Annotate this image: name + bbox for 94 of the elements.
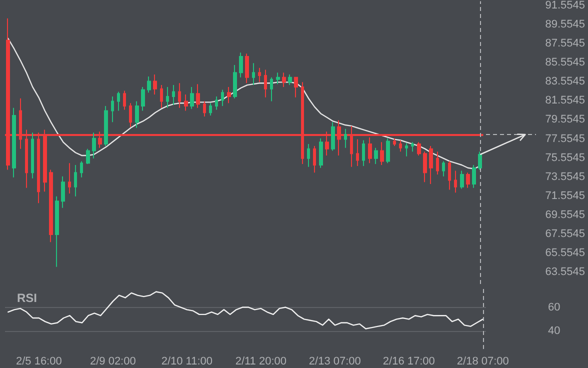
candlestick [362,140,365,166]
candlestick [331,122,335,152]
candlestick [276,72,280,85]
candlestick [129,102,132,128]
candlestick [436,151,439,176]
candlestick [123,90,126,110]
candlestick [399,140,402,152]
candlestick [80,160,83,178]
candlestick [264,69,267,98]
y-tick-label: 71.5545 [545,190,586,202]
candlestick [460,170,464,190]
candlestick [86,148,90,165]
x-tick-label: 2/18 07:00 [456,356,509,368]
candlestick [74,164,77,197]
candlestick [319,138,323,168]
candlestick [252,62,255,86]
candlestick [344,128,347,148]
candlestick [221,89,224,106]
chart-title: RSI [17,291,38,305]
x-tick-label: 2/10 11:00 [161,356,213,368]
y-tick-label: 67.5545 [545,228,586,240]
candlestick [141,86,145,112]
candlestick [184,94,188,112]
candlestick [374,147,378,165]
candlestick [423,151,427,183]
candlestick [190,86,194,110]
candlestick [411,142,414,152]
y-tick-label: 77.5545 [545,132,586,145]
y-tick-label: 81.5545 [545,94,586,107]
y-tick-label: 69.5545 [545,208,586,221]
candlestick [55,196,59,268]
candlestick [356,138,359,166]
candlestick [270,76,273,102]
x-tick-label: 2/9 02:00 [90,356,136,368]
candlestick [49,169,53,243]
candlestick [117,91,120,112]
candlestick [454,170,457,194]
candlestick [386,138,390,164]
candlestick [313,145,316,174]
candlestick [307,144,310,168]
candlestick [209,102,212,116]
line-series [7,291,484,330]
candlestick [92,132,96,159]
candlestick [147,76,151,94]
candlestick [442,160,445,177]
y-tick-label: 91.5545 [545,0,586,12]
y-tick-label: 40 [548,325,560,338]
y-tick-label: 73.5545 [545,170,586,183]
candlestick [472,164,476,188]
candlestick [215,96,218,110]
line-series [7,38,481,170]
candlestick [135,100,139,128]
candlestick [245,53,249,84]
candlestick [288,74,292,86]
candlestick [417,142,421,156]
candlestick [178,82,181,108]
candlestick [203,100,206,117]
candlestick [429,145,433,185]
candlestick [380,142,384,166]
candlestick [31,132,34,179]
y-tick-label: 60 [548,301,560,314]
candlestick [196,84,200,108]
candlestick [239,52,243,78]
candlestick [258,67,261,83]
candlestick [12,107,16,178]
candlestick [448,160,451,190]
x-tick-label: 2/5 16:00 [16,356,62,368]
candlestick [68,162,71,194]
candlestick [393,138,396,146]
x-tick-label: 2/11 20:00 [235,356,287,368]
x-tick-label: 2/16 17:00 [382,356,435,368]
candlestick [153,74,157,96]
candlestick [294,76,298,98]
candlestick [233,64,237,99]
y-tick-label: 63.5545 [545,266,586,278]
candlestick [466,172,470,188]
y-tick-label: 87.5545 [545,38,586,50]
candlestick [478,151,482,170]
y-tick-label: 79.5545 [545,114,586,126]
candlestick [111,96,114,123]
candlestick [405,142,408,157]
y-tick-label: 89.5545 [545,18,586,31]
candlestick [160,84,163,108]
candlestick [282,72,286,88]
y-tick-label: 75.5545 [545,152,586,164]
y-tick-label: 85.5545 [545,56,586,69]
candlestick [104,105,108,146]
y-tick-label: 65.5545 [545,247,586,260]
y-tick-label: 83.5545 [545,76,586,88]
candlestick [172,84,175,106]
x-tick-label: 2/13 07:00 [308,356,361,368]
candlestick [166,86,169,108]
candlestick [227,86,231,104]
candlestick [61,176,65,208]
